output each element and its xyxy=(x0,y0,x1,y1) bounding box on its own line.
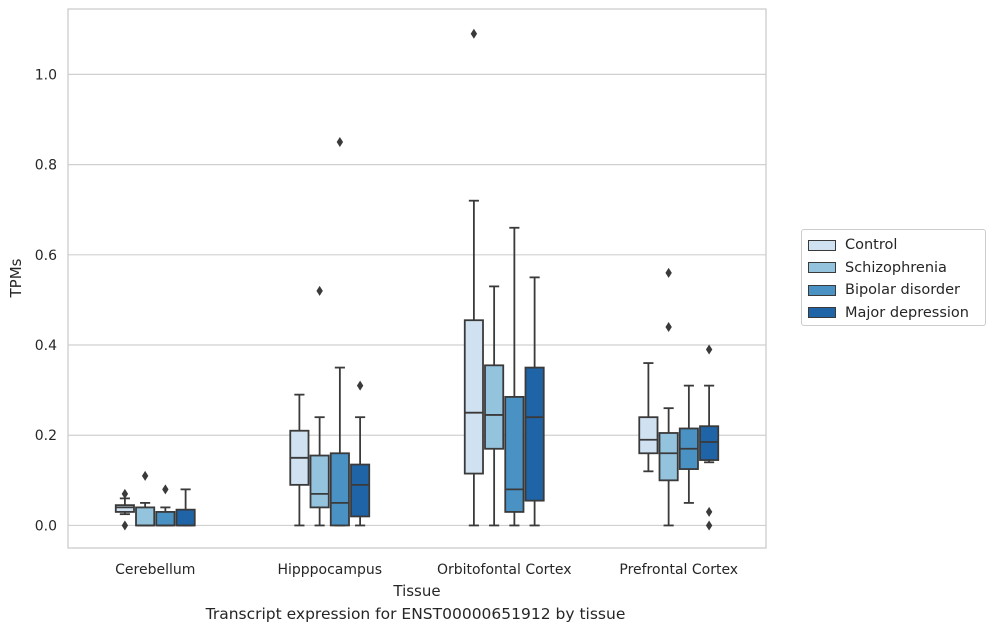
outlier-point xyxy=(705,520,713,531)
outlier-point xyxy=(665,267,672,278)
box-iqr xyxy=(155,511,176,527)
legend-label: Control xyxy=(845,237,898,254)
box-group xyxy=(350,380,371,527)
outlier-point xyxy=(121,520,129,531)
outlier-point xyxy=(470,28,478,39)
box-iqr xyxy=(175,508,196,527)
box-iqr xyxy=(114,504,135,513)
box-iqr xyxy=(329,452,350,527)
legend-swatch xyxy=(808,239,836,251)
box-iqr xyxy=(350,463,371,518)
box-group xyxy=(638,362,659,473)
outlier-point xyxy=(121,488,129,499)
legend: Control Schizophrenia Bipolar disorder Majo… xyxy=(801,229,986,326)
box-iqr xyxy=(484,364,505,450)
outlier-point xyxy=(356,380,364,391)
legend-label: Bipolar disorder xyxy=(845,282,960,299)
grid-lines xyxy=(68,73,766,527)
box-group xyxy=(114,488,135,531)
x-axis-label: Tissue xyxy=(392,582,440,600)
box-group xyxy=(155,484,176,527)
plot-area-frame xyxy=(67,8,767,549)
outlier-point xyxy=(162,484,169,495)
y-tick-label: 0.4 xyxy=(35,338,57,354)
legend-entry: Bipolar disorder xyxy=(808,279,985,302)
box-group xyxy=(524,276,545,527)
box-group xyxy=(175,488,196,527)
x-tick-label: Hipppocampus xyxy=(277,562,382,578)
box-iqr xyxy=(524,366,545,502)
legend-entry: Schizophrenia xyxy=(808,257,985,280)
legend-label: Major depression xyxy=(845,304,969,321)
x-axis-ticks: Cerebellum Hipppocampus Orbitofontal Corte… xyxy=(115,562,738,578)
x-tick-label: Prefrontal Cortex xyxy=(619,562,738,578)
box-group xyxy=(289,393,310,527)
legend-swatch xyxy=(808,284,836,296)
y-axis-ticks: 0.0 0.2 0.4 0.6 0.8 1.0 xyxy=(35,67,57,534)
boxes xyxy=(114,28,720,531)
box-group xyxy=(135,470,156,527)
outlier-point xyxy=(141,470,149,481)
box-group xyxy=(309,285,330,527)
y-tick-label: 0.0 xyxy=(35,518,57,534)
outlier-point xyxy=(316,285,323,296)
y-axis-label: TPMs xyxy=(7,258,25,298)
legend-entry: Major depression xyxy=(808,302,985,325)
box-iqr xyxy=(699,425,720,461)
box-group xyxy=(699,344,720,531)
outlier-point xyxy=(665,321,672,332)
y-tick-label: 0.8 xyxy=(35,158,57,174)
y-tick-label: 0.2 xyxy=(35,428,57,444)
y-tick-label: 1.0 xyxy=(35,67,57,83)
outlier-point xyxy=(336,137,344,148)
x-tick-label: Orbitofontal Cortex xyxy=(437,562,572,578)
box-group xyxy=(484,285,505,527)
box-group xyxy=(504,226,525,527)
box-iqr xyxy=(463,319,484,475)
outlier-point xyxy=(705,506,713,517)
x-tick-label: Cerebellum xyxy=(115,562,195,578)
legend-swatch xyxy=(808,262,836,274)
legend-label: Schizophrenia xyxy=(845,259,947,276)
box-iqr xyxy=(658,432,679,482)
legend-entry: Control xyxy=(808,234,985,257)
box-iqr xyxy=(309,454,330,509)
box-group xyxy=(463,28,484,527)
y-tick-label: 0.6 xyxy=(35,248,57,264)
box-iqr xyxy=(504,395,525,513)
box-group xyxy=(329,137,350,527)
chart-caption: Transcript expression for ENST0000065191… xyxy=(205,605,626,623)
box-group xyxy=(678,384,699,504)
outlier-point xyxy=(705,344,713,355)
box-iqr xyxy=(135,506,156,527)
box-group xyxy=(658,267,679,527)
legend-swatch xyxy=(808,307,836,319)
box-iqr xyxy=(638,416,659,455)
